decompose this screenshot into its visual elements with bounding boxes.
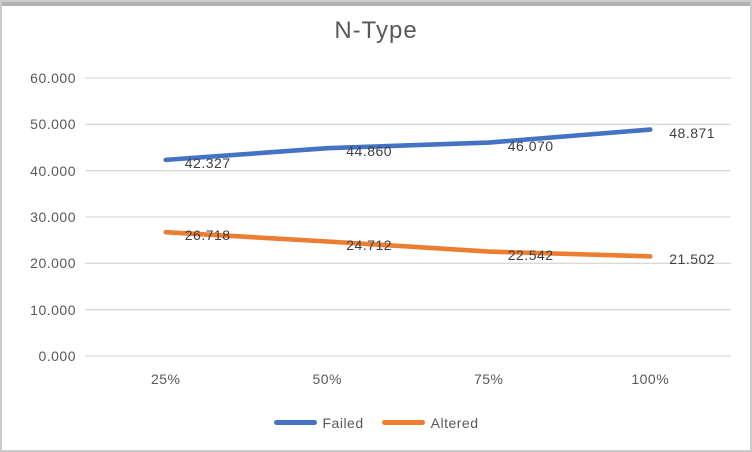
y-tick-label: 40.000 [30,162,76,179]
y-tick-label: 60.000 [30,70,76,86]
data-label: 42.327 [184,154,231,171]
data-label: 44.860 [346,143,393,160]
data-label: 21.502 [669,251,716,268]
legend-swatch [381,420,425,425]
series-line-altered [163,229,653,259]
window-top-edge [2,2,750,6]
x-tick-label: 75% [473,371,504,387]
y-tick-label: 20.000 [30,255,76,272]
x-tick-label: 25% [150,371,181,387]
data-label: 22.542 [507,246,554,263]
data-label: 24.712 [346,236,393,253]
data-label: 26.718 [184,227,231,244]
y-tick-label: 30.000 [30,209,76,225]
legend: Failed Altered [2,412,750,433]
x-tick-label: 100% [631,371,670,387]
y-tick-label: 10.000 [30,301,76,318]
legend-label: Altered [430,414,479,431]
y-tick-label: 0.000 [38,348,76,364]
legend-swatch [273,420,317,425]
legend-item-failed: Failed [273,414,364,431]
y-tick-label: 50.000 [30,116,76,133]
x-tick-label: 50% [312,371,343,387]
series-line-failed [163,127,653,163]
legend-item-altered: Altered [381,414,479,431]
data-label: 46.070 [507,137,554,154]
chart-title: N-Type [334,17,418,44]
data-label: 48.871 [669,124,716,141]
legend-label: Failed [322,414,364,431]
